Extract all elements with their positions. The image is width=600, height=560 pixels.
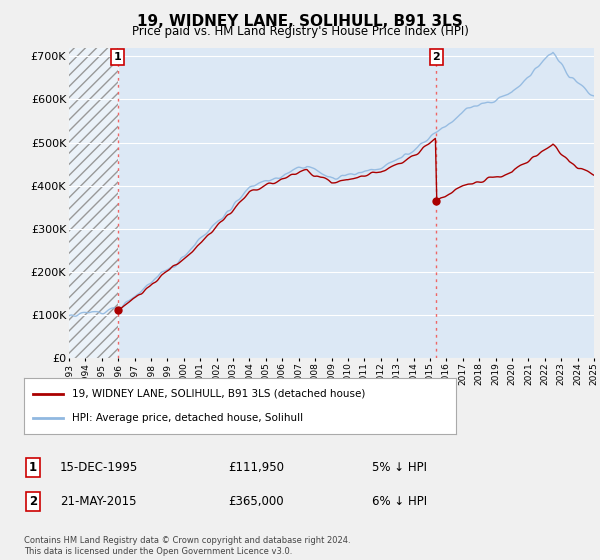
Bar	[69, 48, 118, 358]
Text: 21-MAY-2015: 21-MAY-2015	[60, 494, 137, 508]
Text: Price paid vs. HM Land Registry's House Price Index (HPI): Price paid vs. HM Land Registry's House …	[131, 25, 469, 38]
Text: £111,950: £111,950	[228, 461, 284, 474]
Text: 1: 1	[29, 461, 37, 474]
Text: Contains HM Land Registry data © Crown copyright and database right 2024.
This d: Contains HM Land Registry data © Crown c…	[24, 536, 350, 556]
Text: 19, WIDNEY LANE, SOLIHULL, B91 3LS (detached house): 19, WIDNEY LANE, SOLIHULL, B91 3LS (deta…	[71, 389, 365, 399]
Text: 5% ↓ HPI: 5% ↓ HPI	[372, 461, 427, 474]
Text: 1: 1	[113, 52, 121, 62]
Text: 2: 2	[29, 494, 37, 508]
Text: 15-DEC-1995: 15-DEC-1995	[60, 461, 138, 474]
Text: £365,000: £365,000	[228, 494, 284, 508]
Text: 2: 2	[433, 52, 440, 62]
Bar	[69, 48, 118, 358]
Text: 6% ↓ HPI: 6% ↓ HPI	[372, 494, 427, 508]
Text: 19, WIDNEY LANE, SOLIHULL, B91 3LS: 19, WIDNEY LANE, SOLIHULL, B91 3LS	[137, 14, 463, 29]
Text: HPI: Average price, detached house, Solihull: HPI: Average price, detached house, Soli…	[71, 413, 302, 423]
